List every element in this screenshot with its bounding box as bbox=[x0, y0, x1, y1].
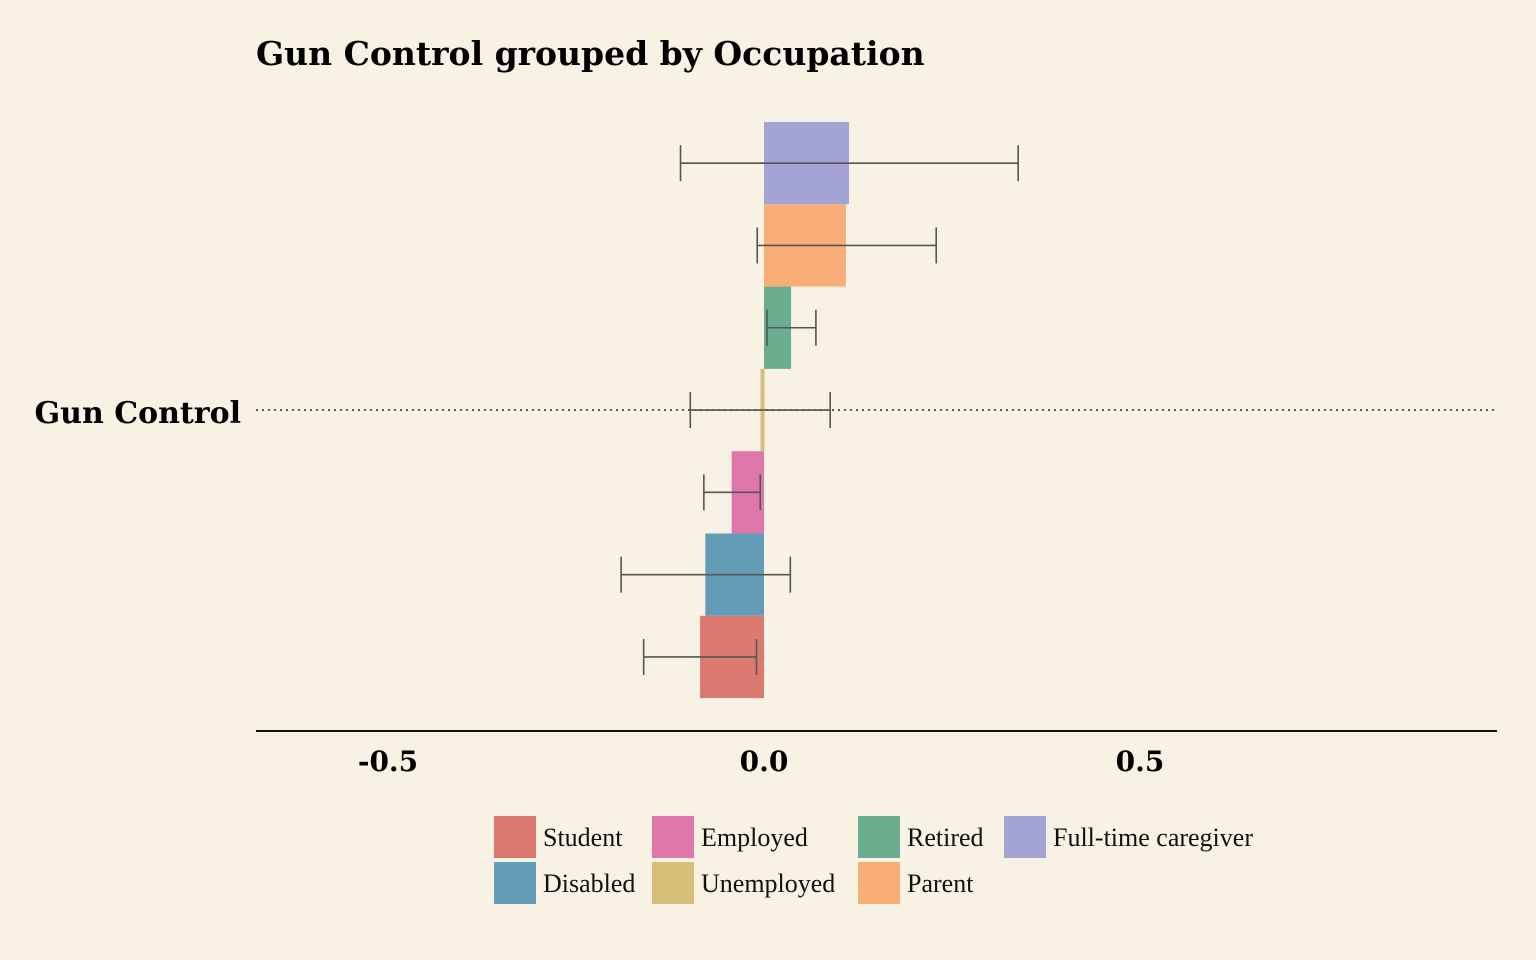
legend-item-employed: Employed bbox=[652, 816, 808, 858]
legend-label: Employed bbox=[701, 823, 808, 852]
error-bar-unemployed bbox=[689, 392, 831, 429]
legend-item-full-time-caregiver: Full-time caregiver bbox=[1004, 816, 1253, 858]
x-tick-label: -0.5 bbox=[358, 745, 418, 778]
legend-swatch bbox=[1004, 816, 1046, 858]
errorbars-layer bbox=[620, 145, 1019, 675]
x-axis-ticks: -0.5 0.0 0.5 bbox=[358, 745, 1165, 778]
legend-item-parent: Parent bbox=[858, 862, 974, 904]
error-bar-parent bbox=[756, 227, 938, 264]
legend-label: Student bbox=[543, 823, 623, 852]
legend-swatch bbox=[652, 862, 694, 904]
chart-title: Gun Control grouped by Occupation bbox=[256, 34, 925, 73]
error-bar-disabled bbox=[620, 556, 792, 593]
error-bar-full-time-caregiver bbox=[679, 145, 1019, 182]
legend-swatch bbox=[494, 816, 536, 858]
legend-swatch bbox=[494, 862, 536, 904]
legend-label: Retired bbox=[907, 823, 984, 852]
legend-item-disabled: Disabled bbox=[494, 862, 635, 904]
legend-label: Parent bbox=[907, 869, 974, 898]
legend-label: Unemployed bbox=[701, 869, 835, 898]
error-bar-retired bbox=[766, 309, 817, 346]
category-label: Gun Control bbox=[35, 396, 241, 431]
legend-item-retired: Retired bbox=[858, 816, 984, 858]
error-bar-employed bbox=[703, 474, 762, 511]
legend-label: Disabled bbox=[543, 869, 635, 898]
legend: Student Employed Retired Full-time caregive… bbox=[494, 816, 1253, 904]
legend-item-unemployed: Unemployed bbox=[652, 862, 835, 904]
legend-label: Full-time caregiver bbox=[1053, 823, 1253, 852]
legend-swatch bbox=[858, 816, 900, 858]
legend-swatch bbox=[858, 862, 900, 904]
legend-swatch bbox=[652, 816, 694, 858]
legend-item-student: Student bbox=[494, 816, 623, 858]
error-bar-student bbox=[642, 638, 758, 675]
x-tick-label: 0.5 bbox=[1116, 745, 1165, 778]
x-tick-label: 0.0 bbox=[740, 745, 789, 778]
